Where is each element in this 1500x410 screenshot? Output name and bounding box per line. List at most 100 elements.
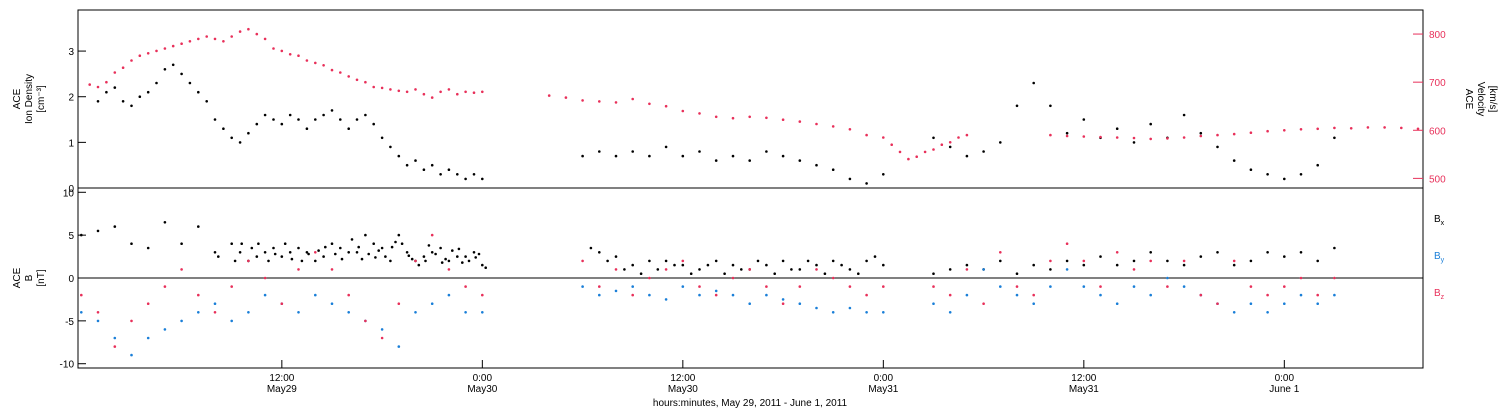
by-point-54 <box>1099 293 1102 297</box>
velocity-point-9 <box>163 47 167 50</box>
bx-point-49 <box>417 263 421 267</box>
velocity-point-52 <box>614 101 618 104</box>
by-point-6 <box>180 319 183 323</box>
bx-point-84 <box>648 259 651 263</box>
by-point-33 <box>714 289 718 293</box>
bx-point-70 <box>290 257 294 261</box>
bx-point-74 <box>407 254 411 257</box>
velocity-point-38 <box>405 90 409 94</box>
by-point-5 <box>163 328 167 331</box>
by-point-35 <box>748 302 751 306</box>
bz-point-62 <box>1232 259 1236 263</box>
top-panel-density-velocity: 0 1 2 3 500 600 700 800 ACE Ion Density [cm⁻³]… <box>12 9 1498 195</box>
bx-point-67 <box>390 245 394 249</box>
bx-point-134 <box>1232 263 1236 267</box>
density-point-70 <box>999 141 1002 144</box>
density-point-7 <box>155 81 158 85</box>
bx-point-18 <box>380 246 384 250</box>
bx-point-104 <box>689 272 693 276</box>
by-point-62 <box>1232 311 1236 314</box>
by-point-50 <box>1032 302 1035 306</box>
velocity-point-27 <box>314 61 317 65</box>
by-point-22 <box>447 293 451 297</box>
by-point-59 <box>1182 285 1186 288</box>
bx-point-78 <box>273 252 277 256</box>
bz-point-36 <box>765 285 768 288</box>
bx-point-0 <box>80 233 83 237</box>
bz-point-16 <box>347 293 351 297</box>
bx-point-8 <box>213 251 217 254</box>
bx-point-19 <box>397 233 401 237</box>
by-point-16 <box>347 311 351 314</box>
by-point-15 <box>330 302 334 306</box>
bz-point-13 <box>297 268 300 271</box>
density-point-11 <box>188 81 192 85</box>
bx-point-98 <box>882 263 885 267</box>
bx-point-95 <box>831 259 835 263</box>
velocity-point-6 <box>138 54 142 57</box>
velocity-point-69 <box>890 143 893 146</box>
by-point-56 <box>1132 285 1136 288</box>
velocity-point-76 <box>948 141 952 144</box>
legend-entry-y: By <box>1434 251 1445 264</box>
bz-point-20 <box>414 259 417 263</box>
density-point-45 <box>472 173 476 176</box>
velocity-point-16 <box>222 40 225 43</box>
density-point-0 <box>96 100 100 103</box>
bx-point-23 <box>464 255 467 258</box>
velocity-point-83 <box>1115 136 1119 139</box>
density-point-60 <box>798 159 802 162</box>
velocity-axis-label-line2: Velocity <box>1475 82 1486 116</box>
bz-point-25 <box>581 259 584 263</box>
velocity-point-43 <box>447 88 451 91</box>
bx-point-11 <box>263 251 267 254</box>
density-point-33 <box>372 122 376 126</box>
bx-point-135 <box>1249 259 1253 263</box>
bz-point-46 <box>965 268 969 271</box>
by-point-49 <box>1015 293 1019 297</box>
density-point-59 <box>781 154 785 158</box>
velocity-axis-label-line3: [km/s] <box>1487 86 1498 113</box>
velocity-point-66 <box>848 128 852 131</box>
velocity-point-57 <box>698 112 701 115</box>
velocity-point-22 <box>272 47 275 50</box>
by-point-23 <box>464 311 467 314</box>
bz-point-34 <box>731 276 735 280</box>
density-point-16 <box>230 136 233 140</box>
bx-point-34 <box>322 255 325 258</box>
velocity-point-40 <box>422 92 426 96</box>
bx-point-124 <box>1065 259 1069 263</box>
by-point-36 <box>765 293 768 297</box>
by-point-14 <box>314 293 317 297</box>
field-axis-label-line3: [nT] <box>36 269 47 286</box>
velocity-point-64 <box>815 122 818 126</box>
bx-point-131 <box>1182 263 1186 267</box>
bx-point-106 <box>723 272 726 276</box>
by-point-30 <box>664 298 668 301</box>
bz-point-39 <box>815 268 818 271</box>
bx-point-108 <box>756 259 760 263</box>
bx-point-43 <box>427 244 431 247</box>
bz-point-57 <box>1149 259 1152 263</box>
velocity-point-79 <box>1049 133 1052 137</box>
bx-point-5 <box>163 221 167 224</box>
by-point-4 <box>146 336 150 340</box>
density-point-82 <box>1199 131 1203 135</box>
velocity-point-30 <box>339 71 342 74</box>
velocity-point-17 <box>230 35 233 38</box>
legend-entry-x: Bx <box>1434 214 1445 227</box>
bz-point-63 <box>1249 285 1253 288</box>
bz-point-6 <box>180 268 183 271</box>
density-point-14 <box>213 118 217 121</box>
bx-point-96 <box>848 268 852 271</box>
bx-point-89 <box>731 263 735 267</box>
density-axis-label-line1: ACE <box>12 88 23 109</box>
bx-point-54 <box>250 246 254 250</box>
bx-point-45 <box>394 240 397 244</box>
velocity-point-0 <box>88 83 91 86</box>
density-tick-label-1: 1 <box>68 138 74 149</box>
bx-point-32 <box>355 251 359 254</box>
velocity-point-39 <box>414 88 417 91</box>
bx-point-33 <box>339 246 342 250</box>
bx-point-26 <box>456 255 459 258</box>
